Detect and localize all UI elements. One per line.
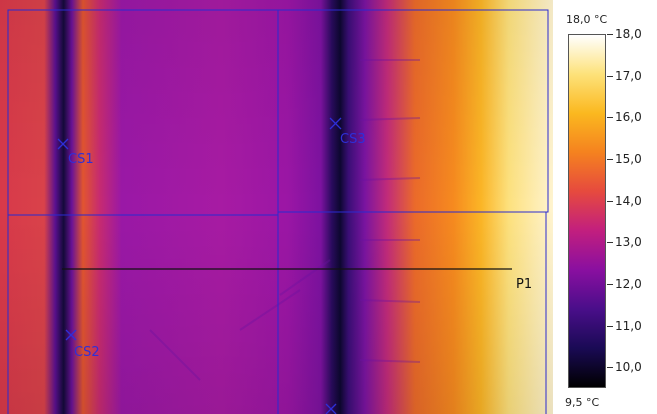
cursor-cs3[interactable] bbox=[329, 117, 342, 130]
cursor-cs1[interactable] bbox=[57, 138, 69, 150]
scale-tick bbox=[607, 200, 613, 202]
profile-label-p1: P1 bbox=[516, 277, 532, 292]
thermal-shading bbox=[0, 0, 553, 414]
scale-tick bbox=[607, 242, 613, 244]
scale-tick-label: 13,0 bbox=[615, 235, 642, 250]
cursor-partial[interactable] bbox=[325, 403, 337, 414]
scale-tick-label: 14,0 bbox=[615, 193, 642, 208]
scale-tick-label: 10,0 bbox=[615, 360, 642, 375]
scale-tick-label: 16,0 bbox=[615, 110, 642, 125]
temperature-legend: 18,0 °C 18,0 17,0 16,0 15,0 14,0 13,0 12,0 11,0… bbox=[553, 0, 657, 414]
frame-area-4 bbox=[277, 211, 547, 414]
thermal-image: P1 CS1 CS2 CS3 bbox=[0, 0, 553, 414]
scale-tick-label: 17,0 bbox=[615, 68, 642, 83]
scale-tick bbox=[607, 34, 613, 35]
scale-min-label: 9,5 °C bbox=[565, 396, 600, 409]
scale-tick-label: 11,0 bbox=[615, 318, 642, 333]
scale-tick bbox=[607, 75, 613, 77]
scale-tick bbox=[607, 367, 613, 369]
scale-tick-label: 12,0 bbox=[615, 276, 642, 291]
scale-tick bbox=[607, 325, 613, 327]
scale-tick bbox=[607, 283, 613, 285]
scale-tick-label: 15,0 bbox=[615, 151, 642, 166]
scale-tick-label: 18,0 bbox=[615, 27, 642, 41]
scale-tick bbox=[607, 117, 613, 119]
cursor-label-cs2: CS2 bbox=[74, 345, 100, 360]
thermal-texture bbox=[149, 59, 421, 381]
scale-max-label: 18,0 °C bbox=[566, 13, 608, 26]
cursor-cs2[interactable] bbox=[65, 329, 77, 341]
cursor-label-cs3: CS3 bbox=[340, 132, 366, 147]
scale-tick bbox=[607, 158, 613, 160]
inspection-frames bbox=[7, 9, 549, 414]
cursor-label-cs1: CS1 bbox=[68, 152, 94, 167]
color-scale-bar bbox=[568, 34, 606, 388]
